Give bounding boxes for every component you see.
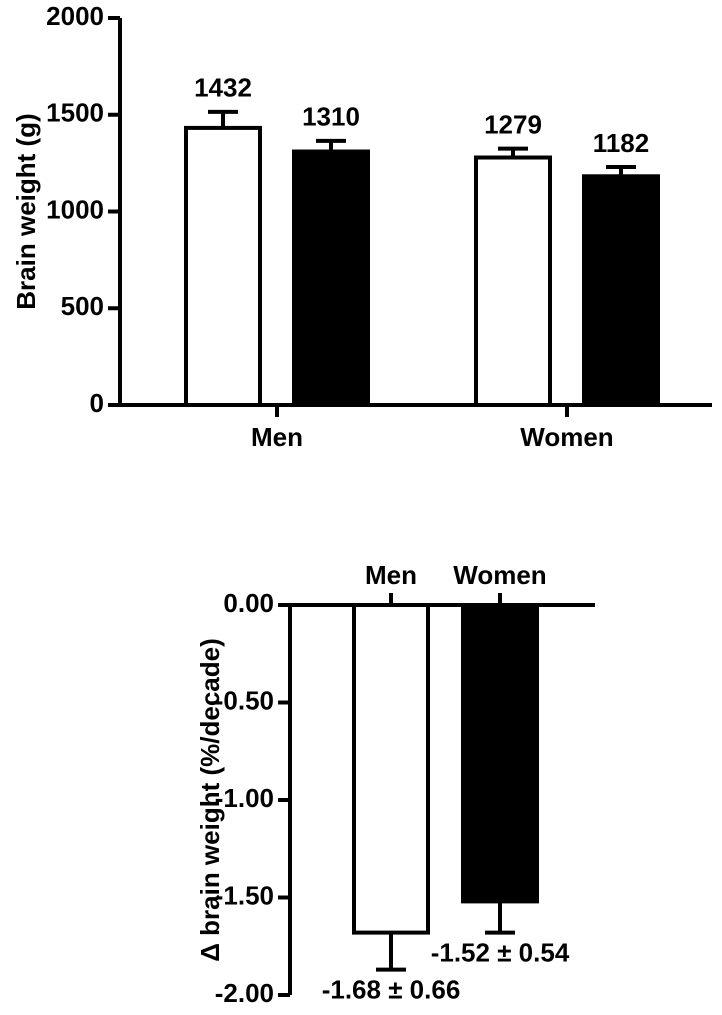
y-tick-label: 1000 xyxy=(46,194,104,224)
data-label: -1.68 ± 0.66 xyxy=(322,975,461,1005)
data-label: 1432 xyxy=(194,73,252,103)
y-tick-label: 2000 xyxy=(46,1,104,31)
data-label: 1310 xyxy=(302,102,360,132)
bar xyxy=(292,149,370,407)
y-tick-label: -0.50 xyxy=(215,685,274,715)
bar xyxy=(474,155,552,407)
y-tick-label: 1500 xyxy=(46,98,104,128)
x-tick-label: Men xyxy=(365,560,417,590)
y-axis-label: Δ brain weight (%/decade) xyxy=(195,638,225,962)
y-axis-label: Brain weight (g) xyxy=(11,113,41,309)
y-tick-label: 0.00 xyxy=(223,588,274,618)
y-tick-label: -1.00 xyxy=(215,783,274,813)
x-tick-label: Women xyxy=(520,422,613,452)
bar xyxy=(184,125,262,408)
y-tick-label: -1.50 xyxy=(215,880,274,910)
bar xyxy=(352,603,430,935)
y-tick-label: -2.00 xyxy=(215,978,274,1008)
bar xyxy=(461,603,539,904)
y-tick-label: 0 xyxy=(90,388,104,418)
bar xyxy=(582,174,660,407)
data-label: 1279 xyxy=(484,109,542,139)
x-tick-label: Men xyxy=(251,422,303,452)
x-tick-label: Women xyxy=(453,560,546,590)
data-label: 1182 xyxy=(593,128,649,158)
y-tick-label: 500 xyxy=(61,291,104,321)
data-label: -1.52 ± 0.54 xyxy=(431,937,570,967)
